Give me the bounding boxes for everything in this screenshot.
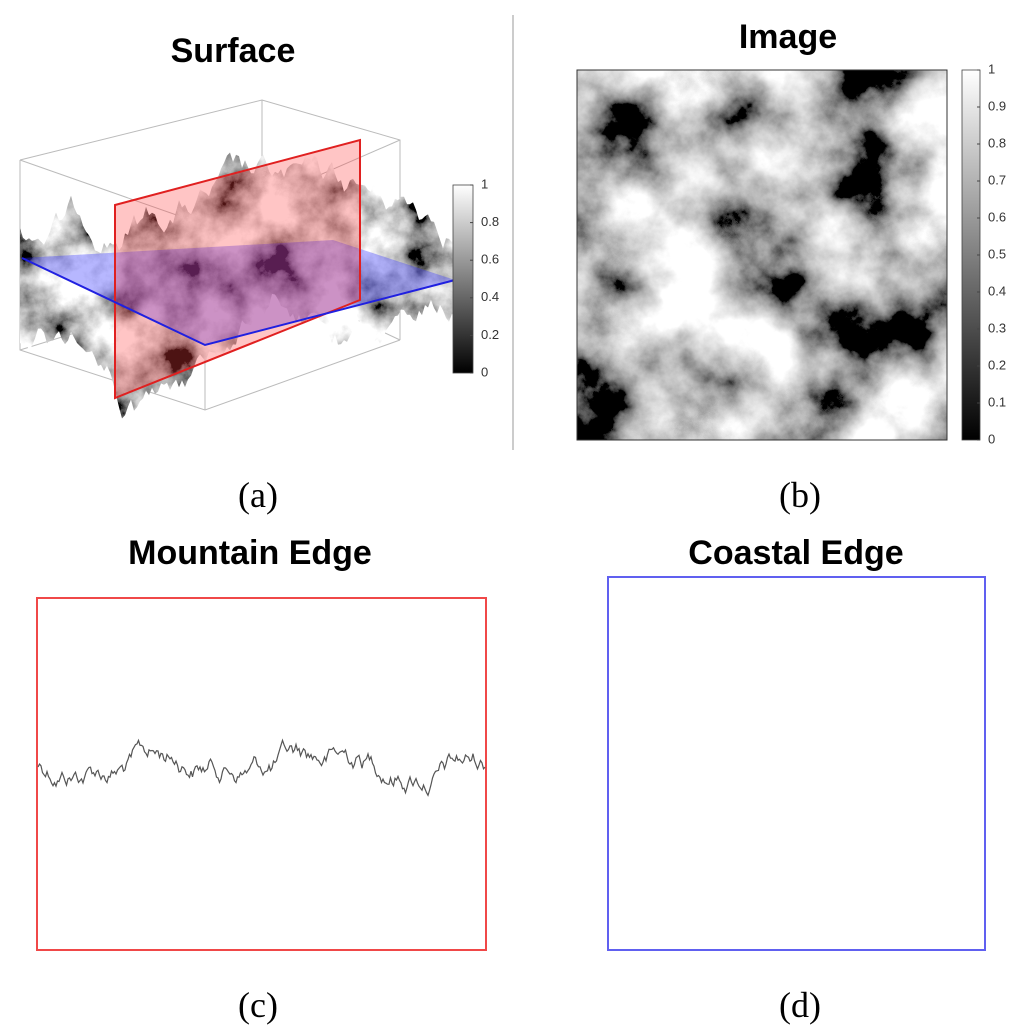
colorbar-tick-label: 0: [481, 364, 488, 379]
colorbar-tick-label: 0.8: [481, 214, 499, 229]
colorbar-tick-label: 0.1: [988, 394, 1006, 409]
panel-label: (c): [238, 985, 278, 1025]
colorbar-tick-label: 0.9: [988, 98, 1006, 113]
colorbar-tick-label: 0.4: [988, 283, 1006, 298]
blue-plane-edge: [21, 257, 456, 347]
colorbar-tick-label: 1: [481, 176, 488, 191]
colorbar-tick-label: 0.3: [988, 320, 1006, 335]
image-frame: [576, 69, 948, 441]
panel-label: (a): [238, 475, 278, 515]
panel-label: (d): [779, 985, 821, 1025]
colorbar-tick-label: 0: [988, 431, 995, 446]
colorbar-tick-label: 0.5: [988, 246, 1006, 261]
panel-label: (b): [779, 475, 821, 515]
mountain-profile: [37, 738, 486, 797]
coast-edges: [608, 577, 985, 950]
colorbar-tick-label: 0.2: [481, 327, 499, 342]
panel-title: Surface: [171, 32, 296, 70]
colorbar-tick-label: 0.6: [481, 252, 499, 267]
noise-image: [577, 70, 947, 440]
panel-title: Image: [739, 18, 837, 56]
colorbar-tick-label: 0.2: [988, 357, 1006, 372]
colorbar-tick-label: 0.6: [988, 209, 1006, 224]
colorbar-tick-label: 0.8: [988, 135, 1006, 150]
colorbar: [452, 184, 474, 374]
panel-title: Coastal Edge: [688, 534, 903, 572]
colorbar-tick-label: 0.4: [481, 289, 499, 304]
panel-title: Mountain Edge: [128, 534, 372, 572]
coast-frame: [607, 576, 986, 951]
colorbar-tick-label: 1: [988, 61, 995, 76]
red-plane: [114, 138, 361, 400]
mountain-frame: [36, 597, 487, 951]
colorbar-tick-label: 0.7: [988, 172, 1006, 187]
blue-plane: [22, 240, 455, 345]
